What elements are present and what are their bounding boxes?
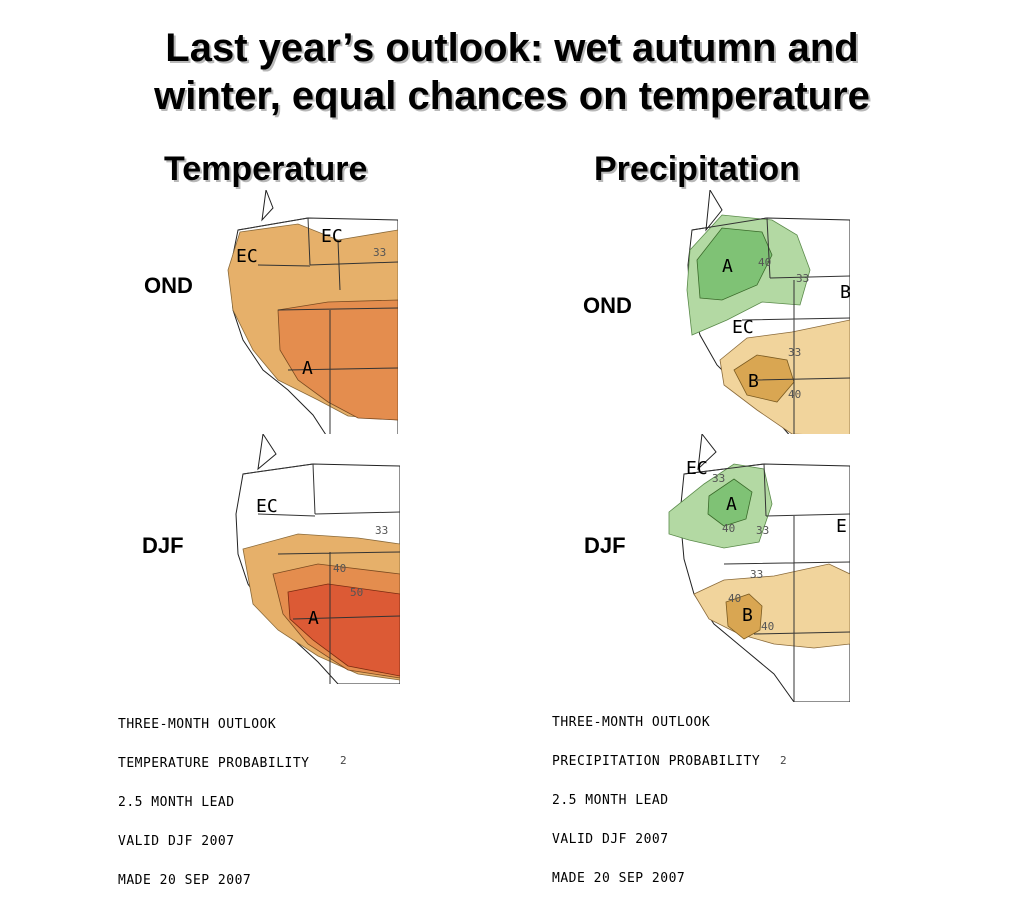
temp-ond-category-label: A bbox=[302, 358, 313, 379]
precip-djf-below-40-region bbox=[725, 593, 763, 640]
precip-djf-label: DJF bbox=[584, 533, 626, 558]
temperature-heading: Temperature bbox=[164, 150, 368, 188]
temp-ond-ec-label-2: EC bbox=[236, 246, 258, 267]
precip-caption-line: MADE 20 SEP 2007 bbox=[552, 871, 686, 886]
slide-title: Last year’s outlook: wet autumn and wint… bbox=[40, 24, 984, 120]
precip-djf-contour-40a: 40 bbox=[722, 522, 735, 535]
temp-caption-line: VALID DJF 2007 bbox=[118, 834, 235, 849]
precip-ond-contour-40a: 40 bbox=[758, 256, 771, 269]
precip-ond-contour-33b: 33 bbox=[788, 346, 801, 359]
precip-djf-below-label: B bbox=[742, 605, 753, 626]
precip-caption-line: 2.5 MONTH LEAD bbox=[552, 793, 669, 808]
temp-ond-40-region bbox=[277, 299, 398, 421]
temp-caption-line: MADE 20 SEP 2007 bbox=[118, 873, 252, 888]
precip-ond-above-label: A bbox=[722, 256, 733, 277]
precip-djf-contour-33c: 33 bbox=[750, 568, 763, 581]
temp-ond-ec-label-1: EC bbox=[321, 226, 343, 247]
precip-djf-edge-letter: E bbox=[836, 516, 847, 537]
temp-djf-contour-33: 33 bbox=[375, 524, 388, 537]
title-line-2: winter, equal chances on temperature bbox=[154, 74, 870, 118]
precipitation-caption: THREE-MONTH OUTLOOK PRECIPITATION PROBAB… bbox=[552, 690, 760, 898]
footer-mark-right: 2 bbox=[780, 754, 787, 767]
temp-djf-contour-40: 40 bbox=[333, 562, 346, 575]
precip-ond-edge-letter: B bbox=[840, 282, 850, 303]
precip-ond-label: OND bbox=[583, 293, 632, 318]
temperature-caption: THREE-MONTH OUTLOOK TEMPERATURE PROBABIL… bbox=[118, 692, 310, 900]
precip-djf-map: EC 33 A 40 33 E 33 40 B 40 bbox=[664, 434, 850, 702]
precip-djf-contour-33a: 33 bbox=[712, 472, 725, 485]
precip-ond-contour-40b: 40 bbox=[788, 388, 801, 401]
precip-djf-above-40-region bbox=[707, 478, 753, 527]
title-line-1: Last year’s outlook: wet autumn and bbox=[165, 26, 859, 70]
footer-mark-left: 2 bbox=[340, 754, 347, 767]
temp-caption-line: TEMPERATURE PROBABILITY bbox=[118, 756, 310, 771]
temp-djf-50-region bbox=[287, 583, 400, 677]
temp-djf-category-label: A bbox=[308, 608, 319, 629]
temp-ond-label: OND bbox=[144, 273, 193, 298]
temp-djf-map: EC 33 40 50 A bbox=[218, 434, 400, 684]
precip-caption-line: VALID DJF 2007 bbox=[552, 832, 669, 847]
temp-djf-contour-50: 50 bbox=[350, 586, 363, 599]
temp-caption-line: 2.5 MONTH LEAD bbox=[118, 795, 235, 810]
precip-ond-map: A 40 33 B EC 33 B 40 bbox=[682, 190, 850, 438]
precip-caption-line: THREE-MONTH OUTLOOK bbox=[552, 715, 711, 730]
precip-ond-above-40-region bbox=[696, 227, 773, 301]
temp-djf-label: DJF bbox=[142, 533, 184, 558]
precip-djf-above-label: A bbox=[726, 494, 737, 515]
temp-caption-line: THREE-MONTH OUTLOOK bbox=[118, 717, 277, 732]
precip-ond-ec-label: EC bbox=[732, 317, 754, 338]
precipitation-heading: Precipitation bbox=[594, 150, 800, 188]
temp-ond-contour-33: 33 bbox=[373, 246, 386, 259]
precip-djf-top-label: EC bbox=[686, 458, 708, 479]
precip-djf-contour-33b: 33 bbox=[756, 524, 769, 537]
precip-ond-below-label: B bbox=[748, 371, 759, 392]
temp-ond-map: EC EC 33 A bbox=[218, 190, 398, 438]
temp-djf-ec-label: EC bbox=[256, 496, 278, 517]
precip-djf-contour-40b: 40 bbox=[728, 592, 741, 605]
precip-djf-contour-40c: 40 bbox=[761, 620, 774, 633]
precip-caption-line: PRECIPITATION PROBABILITY bbox=[552, 754, 761, 769]
precip-ond-contour-33a: 33 bbox=[796, 272, 809, 285]
